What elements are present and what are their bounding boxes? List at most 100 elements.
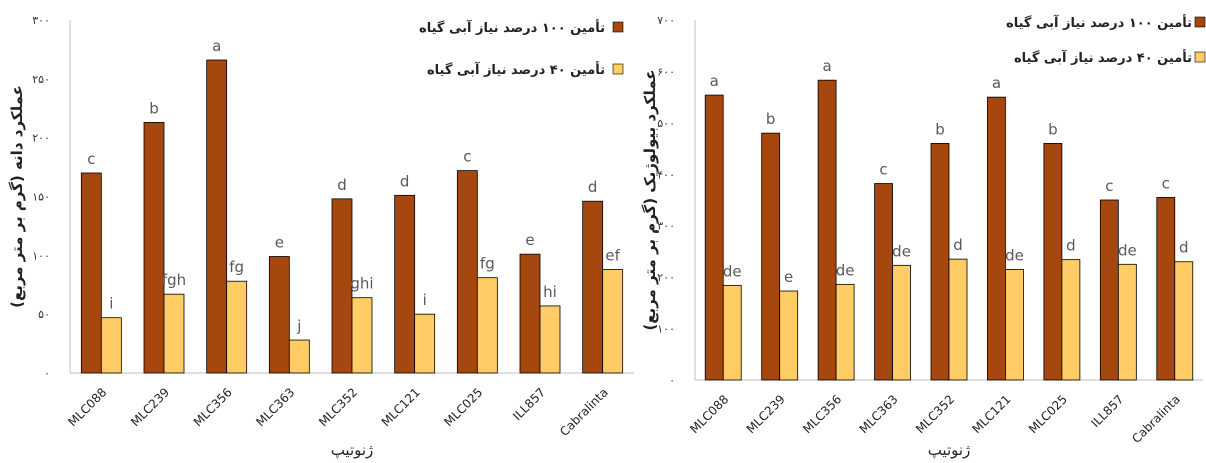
bar-deficit-mlc239	[163, 293, 185, 374]
significance-label: de	[892, 242, 911, 260]
bar-full-cabralinta	[582, 200, 604, 374]
category-label: MLC025	[441, 385, 485, 429]
category-label: MLC356	[800, 392, 844, 436]
legend-swatch	[612, 63, 624, 75]
significance-label: fg	[480, 255, 495, 273]
significance-label: c	[463, 148, 471, 166]
significance-label: hi	[543, 283, 557, 301]
significance-label: d	[1066, 237, 1076, 255]
category-label: MLC363	[253, 385, 297, 429]
bar-deficit-ill857	[539, 305, 561, 374]
y-tick-label: ۰	[44, 367, 50, 380]
category-label: ILL857	[1088, 392, 1126, 430]
legend-swatch	[1194, 51, 1206, 63]
bar-deficit-mlc356	[226, 280, 248, 374]
category-label: MLC088	[687, 392, 731, 436]
significance-label: a	[212, 37, 221, 55]
bar-full-mlc025	[456, 170, 478, 374]
bar-deficit-mlc088	[100, 317, 122, 374]
bar-full-mlc025	[1043, 143, 1063, 381]
category-label: ILL857	[510, 385, 548, 423]
significance-label: i	[423, 291, 427, 309]
category-label: MLC239	[128, 385, 172, 429]
y-tick-label: ۱۰۰	[32, 249, 50, 262]
legend: تأمین ۱۰۰ درصد نیاز آبی گیاه تأمین ۴۰ درص…	[419, 19, 624, 78]
bar-full-mlc121	[394, 194, 416, 374]
bar-full-mlc352	[930, 143, 950, 381]
bar-deficit-mlc352	[948, 258, 968, 381]
bar-full-mlc352	[331, 198, 353, 374]
significance-label: de	[723, 262, 742, 280]
significance-label: b	[1048, 120, 1058, 138]
significance-label: b	[935, 120, 945, 138]
category-label: MLC356	[191, 385, 235, 429]
y-tick-label: ۳۰۰	[32, 14, 50, 27]
y-tick-label: ۷۰۰	[657, 14, 675, 27]
significance-label: a	[823, 57, 832, 75]
bar-deficit-mlc239	[779, 290, 799, 381]
bar-full-mlc356	[206, 59, 228, 374]
y-tick-label: ۵۰	[38, 308, 50, 321]
category-label: Cabralinta	[557, 385, 611, 439]
significance-label: j	[296, 317, 301, 335]
significance-label: fgh	[162, 271, 186, 289]
bar-deficit-mlc121	[414, 313, 436, 374]
bar-full-mlc239	[761, 132, 781, 381]
bar-deficit-cabralinta	[602, 269, 624, 374]
significance-label: c	[1105, 177, 1113, 195]
legend-entry: تأمین ۴۰ درصد نیاز آبی گیاه	[1014, 49, 1192, 66]
y-tick-label: ۲۵۰	[32, 73, 50, 86]
significance-label: b	[149, 99, 159, 117]
y-tick-label: ۲۰۰	[32, 132, 50, 145]
y-tick-label: ۳۰۰	[657, 220, 675, 233]
category-label: MLC239	[744, 392, 788, 436]
bar-deficit-mlc025	[1061, 259, 1081, 381]
significance-label: d	[1179, 239, 1189, 257]
category-label: MLC352	[913, 392, 957, 436]
bar-full-mlc363	[874, 183, 893, 381]
significance-label: e	[784, 268, 793, 286]
significance-label: d	[588, 178, 598, 196]
bar-deficit-mlc356	[835, 283, 855, 381]
category-label: MLC363	[857, 392, 901, 436]
x-axis-title: ژنوتیپ	[928, 441, 971, 460]
y-tick-label: ۴۰۰	[657, 168, 675, 181]
legend-entry: تأمین ۱۰۰ درصد نیاز آبی گیاه	[419, 19, 605, 36]
significance-label: de	[836, 261, 855, 279]
bar-full-cabralinta	[1156, 197, 1176, 381]
bar-deficit-mlc363	[892, 264, 911, 381]
legend-entry: تأمین ۱۰۰ درصد نیاز آبی گیاه	[1006, 14, 1192, 31]
category-label: MLC121	[969, 392, 1013, 436]
significance-label: a	[992, 74, 1001, 92]
significance-label: d	[400, 172, 410, 190]
category-label: Cabralinta	[1129, 392, 1183, 446]
bar-deficit-mlc352	[351, 297, 373, 374]
significance-label: c	[1162, 174, 1170, 192]
legend-swatch	[612, 21, 624, 33]
legend: تأمین ۱۰۰ درصد نیاز آبی گیاه تأمین ۴۰ درص…	[1006, 14, 1206, 66]
category-label: MLC025	[1026, 392, 1070, 436]
significance-label: a	[710, 72, 719, 90]
bar-deficit-mlc025	[476, 277, 498, 374]
bar-deficit-mlc121	[1005, 269, 1024, 381]
significance-label: de	[1118, 241, 1137, 259]
significance-label: ef	[605, 246, 620, 264]
y-tick-label: ۲۰۰	[657, 271, 675, 284]
y-tick-label: ۱۰۰	[657, 323, 675, 336]
significance-label: c	[879, 161, 887, 179]
bar-full-mlc363	[268, 256, 290, 374]
chart-2: ۰ ۱۰۰ ۲۰۰ ۳۰۰ ۴۰۰ ۵۰۰ ۶۰۰ ۷۰۰ a de MLC088 b e MLC239 a…	[641, 14, 1206, 460]
significance-label: d	[953, 236, 963, 254]
bar-full-ill857	[519, 253, 541, 374]
significance-label: ghi	[350, 275, 373, 293]
bar-full-mlc121	[987, 96, 1006, 381]
bar-deficit-cabralinta	[1174, 261, 1194, 381]
y-tick-label: ۶۰۰	[657, 65, 675, 78]
category-label: MLC121	[379, 385, 423, 429]
bar-full-mlc356	[817, 79, 837, 381]
y-tick-label: ۱۵۰	[32, 191, 50, 204]
bar-full-mlc239	[143, 121, 165, 374]
y-axis-title: عملکرد دانه (گرم بر متر مربع)	[8, 85, 26, 308]
significance-label: d	[337, 176, 347, 194]
legend-entry: تأمین ۴۰ درصد نیاز آبی گیاه	[427, 61, 605, 78]
